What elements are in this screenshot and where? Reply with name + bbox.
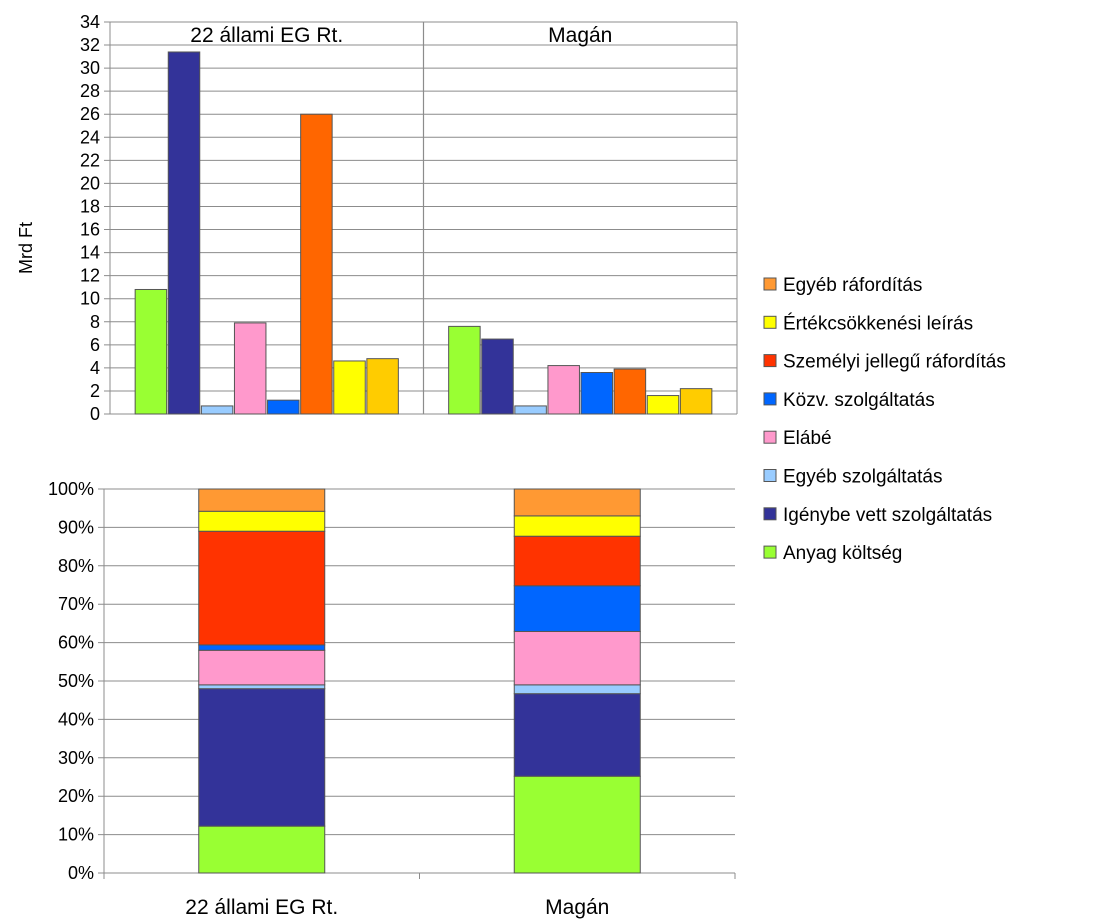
x-tick-label: Magán xyxy=(545,896,609,919)
bar xyxy=(168,52,200,414)
legend-label: Egyéb ráfordítás xyxy=(783,275,922,296)
y-tick-label: 90% xyxy=(58,517,94,537)
y-tick-label: 30% xyxy=(58,748,94,768)
stacked-segment xyxy=(199,531,325,645)
y-tick-label: 6 xyxy=(90,335,100,355)
y-tick-label: 100% xyxy=(48,479,94,499)
bar xyxy=(201,406,233,414)
y-tick-label: 12 xyxy=(80,266,100,286)
bar xyxy=(135,289,167,414)
stacked-segment xyxy=(199,511,325,531)
legend-swatch xyxy=(764,393,776,405)
bar xyxy=(515,406,547,414)
stacked-segment xyxy=(514,776,640,873)
bar xyxy=(301,114,333,414)
y-tick-label: 80% xyxy=(58,556,94,576)
bar xyxy=(367,359,399,414)
y-tick-label: 4 xyxy=(90,358,100,378)
y-tick-label: 20% xyxy=(58,786,94,806)
x-tick-label: 22 állami EG Rt. xyxy=(185,896,338,919)
legend-label: Személyi jellegű ráfordítás xyxy=(783,352,1006,373)
y-tick-label: 70% xyxy=(58,594,94,614)
legend-label: Anyag költség xyxy=(783,543,902,564)
legend-swatch xyxy=(764,316,776,328)
y-axis-title: Mrd Ft xyxy=(16,222,36,274)
bar xyxy=(680,389,712,414)
bar xyxy=(647,396,679,414)
y-tick-label: 60% xyxy=(58,633,94,653)
bar xyxy=(548,366,580,414)
bottom-stacked-chart: 0% 10% 20% 30% 40% 50% 60% 70% 80% 90% 100% 22 álla… xyxy=(48,479,735,919)
bar xyxy=(234,323,266,414)
y-tick-label: 28 xyxy=(80,81,100,101)
y-tick-label: 26 xyxy=(80,104,100,124)
legend-swatch xyxy=(764,431,776,443)
y-tick-label: 50% xyxy=(58,671,94,691)
y-tick-label: 2 xyxy=(90,381,100,401)
stacked-segment xyxy=(514,536,640,586)
bar xyxy=(482,339,514,414)
y-tick-label: 24 xyxy=(80,127,100,147)
stacked-segment xyxy=(514,586,640,632)
stacked-segment xyxy=(199,685,325,689)
stacked-segment xyxy=(199,645,325,650)
bar xyxy=(334,361,366,414)
stacked-segment xyxy=(514,489,640,516)
y-tick-label: 10% xyxy=(58,825,94,845)
y-tick-label: 0 xyxy=(90,404,100,424)
stacked-segment xyxy=(514,694,640,777)
stacked-segment xyxy=(199,689,325,826)
stacked-segment xyxy=(199,826,325,873)
y-tick-label: 14 xyxy=(80,243,100,263)
stacked-segment xyxy=(514,516,640,536)
stacked-segment xyxy=(199,489,325,511)
y-tick-label: 10 xyxy=(80,289,100,309)
y-tick-label: 8 xyxy=(90,312,100,332)
legend-label: Értékcsökkenési leírás xyxy=(783,313,973,334)
bar xyxy=(581,372,613,414)
stacked-segment xyxy=(514,631,640,684)
bar xyxy=(614,369,646,414)
group-label: Magán xyxy=(548,24,612,47)
legend-swatch xyxy=(764,546,776,558)
group-label: 22 állami EG Rt. xyxy=(190,24,343,47)
y-tick-label: 16 xyxy=(80,220,100,240)
bar xyxy=(449,326,481,414)
bar xyxy=(268,400,300,414)
legend-label: Egyéb szolgáltatás xyxy=(783,467,943,488)
y-tick-label: 20 xyxy=(80,173,100,193)
y-tick-label: 40% xyxy=(58,709,94,729)
y-tick-label: 32 xyxy=(80,35,100,55)
stacked-segment xyxy=(199,650,325,685)
y-tick-label: 0% xyxy=(68,863,94,883)
y-tick-label: 30 xyxy=(80,58,100,78)
legend-swatch xyxy=(764,355,776,367)
chart-legend: Egyéb ráfordítás Értékcsökkenési leírás Sz… xyxy=(764,275,1006,564)
legend-label: Közv. szolgáltatás xyxy=(783,390,935,411)
legend-swatch xyxy=(764,508,776,520)
y-tick-label: 22 xyxy=(80,150,100,170)
y-tick-label: 18 xyxy=(80,196,100,216)
legend-label: Igénybe vett szolgáltatás xyxy=(783,505,992,526)
legend-swatch xyxy=(764,470,776,482)
legend-label: Elábé xyxy=(783,428,832,449)
legend-swatch xyxy=(764,278,776,290)
y-tick-label: 34 xyxy=(80,12,100,32)
stacked-segment xyxy=(514,685,640,694)
